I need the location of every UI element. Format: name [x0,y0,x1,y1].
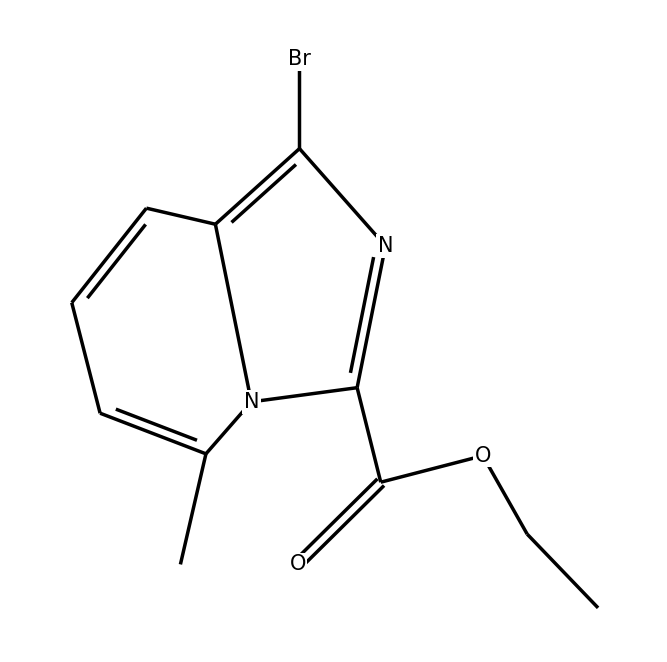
Text: O: O [475,446,491,466]
Text: N: N [378,236,394,256]
Text: N: N [243,392,259,412]
Text: O: O [289,554,305,575]
Text: Br: Br [288,49,311,69]
